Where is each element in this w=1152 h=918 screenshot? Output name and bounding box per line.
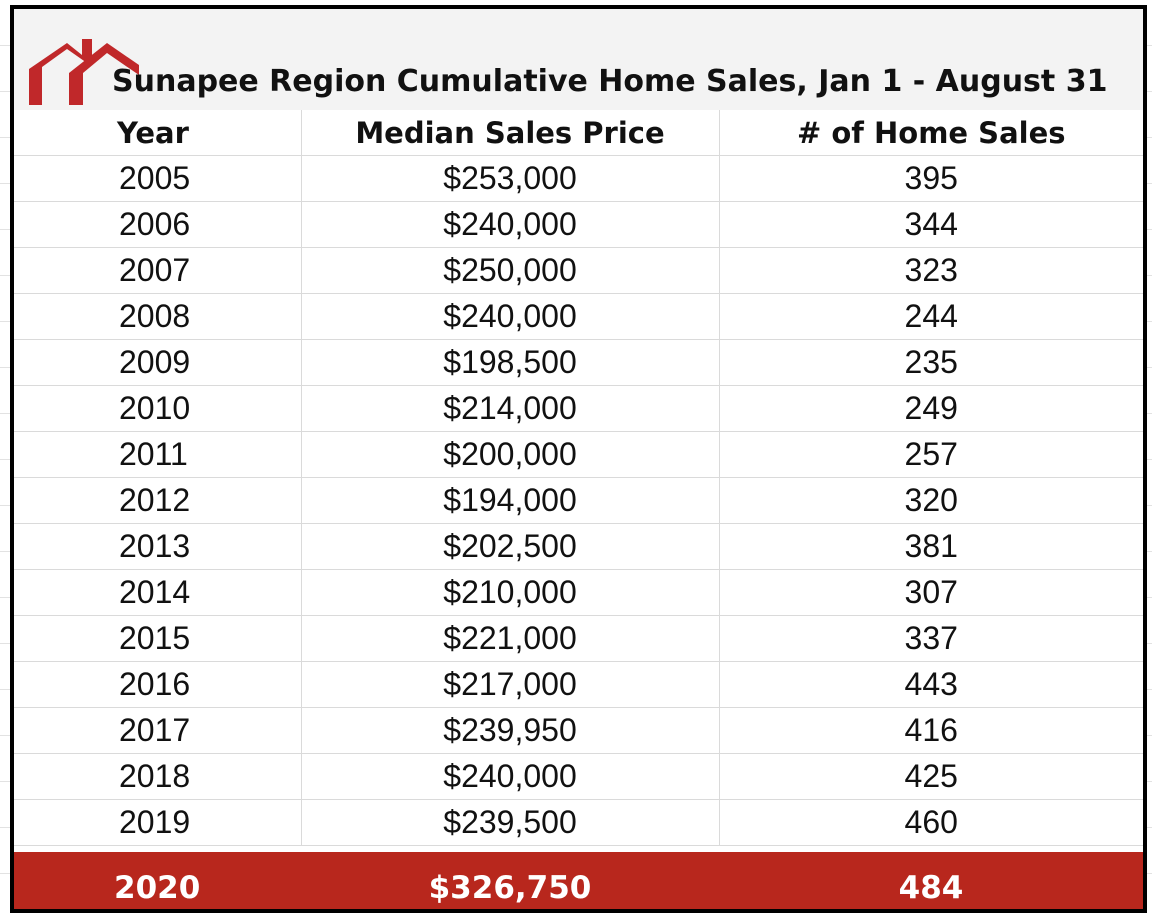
home-sales-table: Year Median Sales Price # of Home Sales … xyxy=(14,110,1143,909)
cell-year: 2017 xyxy=(14,707,301,754)
table-row: 2006 $240,000 344 xyxy=(14,201,1143,248)
cell-sales: 244 xyxy=(718,293,1143,340)
cell-price: $210,000 xyxy=(300,569,719,616)
cell-sales: 443 xyxy=(718,661,1143,708)
cell-price: $240,000 xyxy=(300,753,719,800)
cell-sales: 381 xyxy=(718,523,1143,570)
cell-year: 2009 xyxy=(14,339,301,386)
cell-price: $202,500 xyxy=(300,523,719,570)
table-row: 2009 $198,500 235 xyxy=(14,339,1143,386)
cell-price: $194,000 xyxy=(300,477,719,524)
cell-year: 2005 xyxy=(14,155,301,202)
title-bar: Sunapee Region Cumulative Home Sales, Ja… xyxy=(14,9,1143,110)
cell-price: $240,000 xyxy=(300,293,719,340)
cell-sales: 395 xyxy=(718,155,1143,202)
highlight-row-2020: 2020 $326,750 484 xyxy=(14,852,1143,909)
cell-sales: 460 xyxy=(718,799,1143,846)
header-row: Year Median Sales Price # of Home Sales xyxy=(14,110,1143,156)
cell-sales: 344 xyxy=(718,201,1143,248)
table-row: 2008 $240,000 244 xyxy=(14,293,1143,340)
cell-price: $250,000 xyxy=(300,247,719,294)
cell-sales: 323 xyxy=(718,247,1143,294)
cell-year: 2014 xyxy=(14,569,301,616)
table-row: 2019 $239,500 460 xyxy=(14,799,1143,846)
header-year: Year xyxy=(14,110,301,156)
highlight-sales: 484 xyxy=(719,852,1143,909)
table-row: 2014 $210,000 307 xyxy=(14,569,1143,616)
cell-year: 2016 xyxy=(14,661,301,708)
cell-price: $239,950 xyxy=(300,707,719,754)
table-row: 2015 $221,000 337 xyxy=(14,615,1143,662)
cell-year: 2011 xyxy=(14,431,301,478)
cell-price: $240,000 xyxy=(300,201,719,248)
table-title: Sunapee Region Cumulative Home Sales, Ja… xyxy=(112,64,1108,99)
cell-sales: 235 xyxy=(718,339,1143,386)
table-row: 2005 $253,000 395 xyxy=(14,155,1143,202)
cell-sales: 337 xyxy=(718,615,1143,662)
cell-sales: 320 xyxy=(718,477,1143,524)
cell-sales: 257 xyxy=(718,431,1143,478)
cell-price: $217,000 xyxy=(300,661,719,708)
house-roof-logo-icon xyxy=(29,39,139,105)
cell-price: $253,000 xyxy=(300,155,719,202)
cell-price: $198,500 xyxy=(300,339,719,386)
cell-price: $200,000 xyxy=(300,431,719,478)
cell-year: 2006 xyxy=(14,201,301,248)
table-row: 2007 $250,000 323 xyxy=(14,247,1143,294)
cell-sales: 307 xyxy=(718,569,1143,616)
table-row: 2012 $194,000 320 xyxy=(14,477,1143,524)
cell-sales: 249 xyxy=(718,385,1143,432)
cell-year: 2012 xyxy=(14,477,301,524)
table-body: 2005 $253,000 395 2006 $240,000 344 2007 $250… xyxy=(14,155,1143,909)
cell-price: $239,500 xyxy=(300,799,719,846)
highlight-price: $326,750 xyxy=(301,852,719,909)
cell-sales: 416 xyxy=(718,707,1143,754)
table-row: 2016 $217,000 443 xyxy=(14,661,1143,708)
table-row: 2017 $239,950 416 xyxy=(14,707,1143,754)
cell-year: 2010 xyxy=(14,385,301,432)
cell-year: 2013 xyxy=(14,523,301,570)
cell-year: 2015 xyxy=(14,615,301,662)
table-row: 2013 $202,500 381 xyxy=(14,523,1143,570)
home-sales-table-frame: Sunapee Region Cumulative Home Sales, Ja… xyxy=(10,5,1147,913)
header-median-price: Median Sales Price xyxy=(300,110,719,156)
highlight-year: 2020 xyxy=(14,852,301,909)
cell-year: 2018 xyxy=(14,753,301,800)
header-home-sales: # of Home Sales xyxy=(718,110,1143,156)
cell-sales: 425 xyxy=(718,753,1143,800)
table-row: 2018 $240,000 425 xyxy=(14,753,1143,800)
cell-year: 2019 xyxy=(14,799,301,846)
table-row: 2010 $214,000 249 xyxy=(14,385,1143,432)
cell-price: $221,000 xyxy=(300,615,719,662)
cell-year: 2008 xyxy=(14,293,301,340)
cell-year: 2007 xyxy=(14,247,301,294)
table-row: 2011 $200,000 257 xyxy=(14,431,1143,478)
cell-price: $214,000 xyxy=(300,385,719,432)
